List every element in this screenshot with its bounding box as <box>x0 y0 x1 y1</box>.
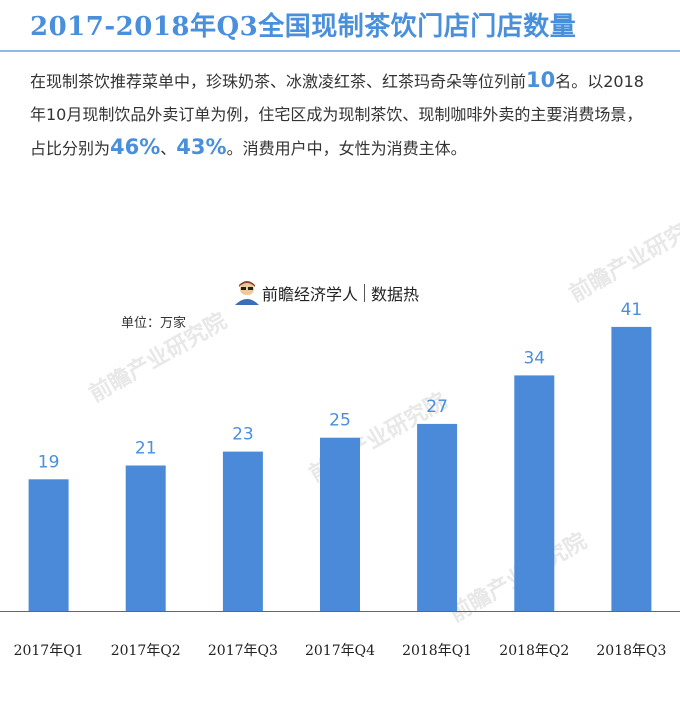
brand-tag: 数据热 <box>371 285 420 304</box>
data-label: 34 <box>523 348 545 368</box>
brand-separator <box>364 284 366 302</box>
intro-paragraph: 在现制茶饮推荐菜单中，珍珠奶茶、冰激凌红茶、红茶玛奇朵等位列前10名。以2018… <box>30 64 650 165</box>
bar <box>611 326 652 611</box>
data-label: 41 <box>621 300 643 320</box>
x-tick-label: 2018年Q3 <box>596 643 666 659</box>
intro-highlight-tea-share: 46% <box>110 135 161 159</box>
economist-avatar-icon <box>235 281 259 305</box>
intro-text: 。消费用户中，女性为消费主体。 <box>226 139 467 158</box>
bar <box>222 451 263 611</box>
data-label: 21 <box>135 439 157 459</box>
intro-highlight-coffee-share: 43% <box>176 135 227 159</box>
intro-text: 名。以2018年10月现制饮品外卖订单为例，住宅区成为现制茶饮、现制咖啡外卖的主… <box>30 72 644 158</box>
intro-text: 在现制茶饮推荐菜单中，珍珠奶茶、冰激凌红茶、红茶玛奇朵等位列前 <box>30 72 527 91</box>
bar <box>320 437 360 611</box>
unit-label: 单位：万家 <box>121 316 187 331</box>
bar <box>125 465 166 611</box>
x-tick-label: 2018年Q1 <box>402 643 472 659</box>
data-label: 25 <box>329 411 351 431</box>
x-tick-label: 2017年Q4 <box>305 643 375 659</box>
data-label: 23 <box>232 425 254 445</box>
bar <box>28 479 69 611</box>
x-tick-label: 2018年Q2 <box>499 643 569 659</box>
brand-name: 前瞻经济学人 <box>262 285 359 304</box>
x-tick-label: 2017年Q1 <box>14 643 84 659</box>
data-label: 19 <box>38 452 60 472</box>
intro-highlight-rank: 10 <box>526 68 556 92</box>
page-title: 2017-2018年Q3全国现制茶饮门店门店数量 <box>30 12 577 42</box>
title-divider <box>0 50 680 52</box>
bar <box>514 375 555 611</box>
bar <box>417 423 458 611</box>
intro-text: 、 <box>160 139 177 158</box>
x-tick-label: 2017年Q2 <box>111 643 181 659</box>
data-label: 27 <box>426 397 448 417</box>
brand-logo: 前瞻经济学人 数据热 <box>232 281 419 305</box>
x-tick-label: 2017年Q3 <box>208 643 278 659</box>
